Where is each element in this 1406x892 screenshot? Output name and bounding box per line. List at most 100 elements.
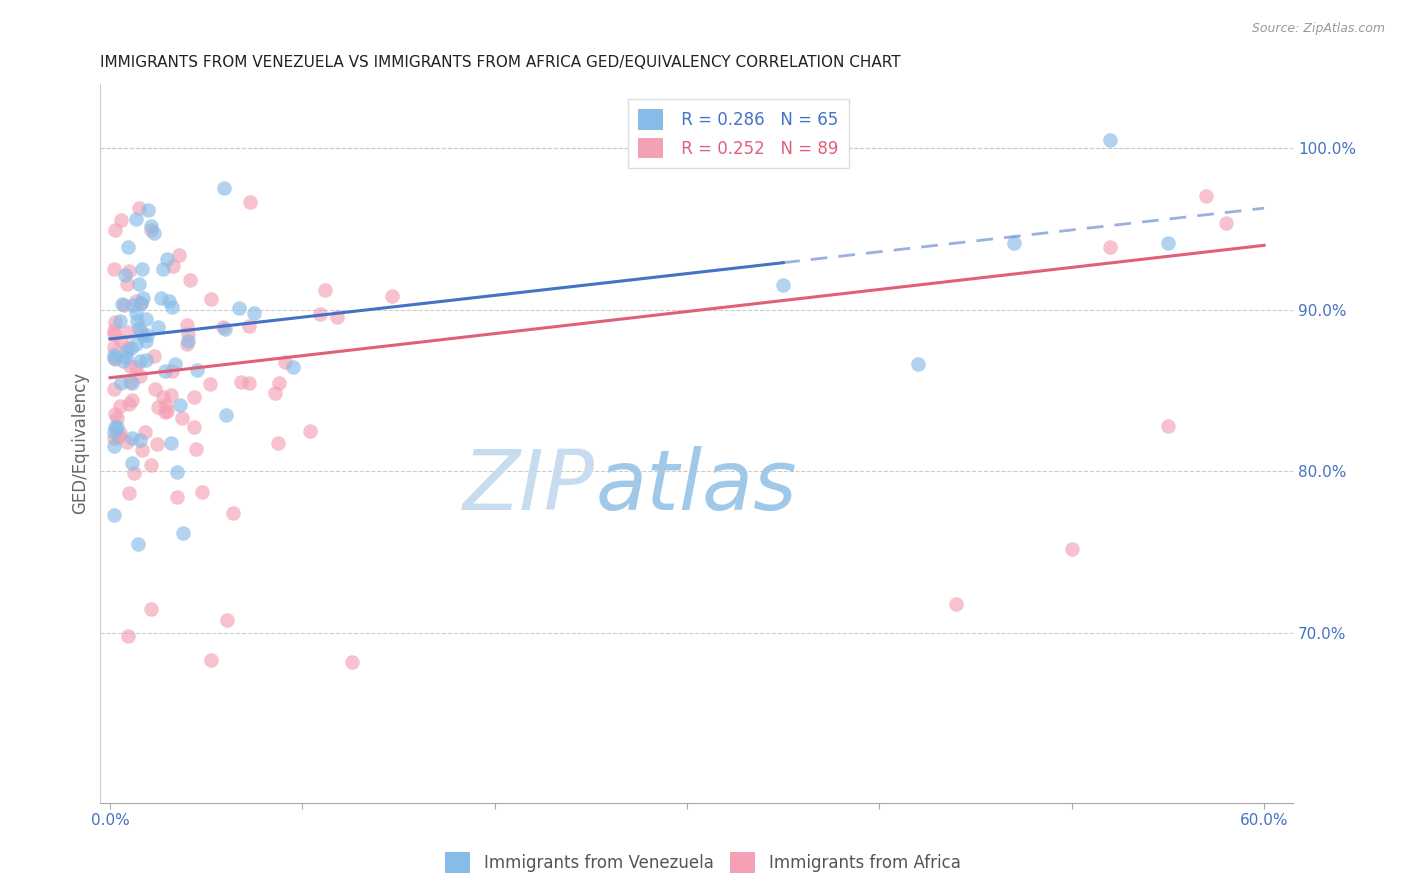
Point: [139, 601, 162, 615]
Point: [104, 419, 127, 434]
Point: [156, 252, 179, 267]
Point: [153, 364, 176, 378]
Point: [162, 364, 184, 378]
Point: [1157, 235, 1180, 250]
Point: [183, 390, 205, 404]
Point: [214, 322, 236, 336]
Y-axis label: GED/Equivalency: GED/Equivalency: [72, 372, 89, 514]
Point: [120, 341, 142, 355]
Point: [274, 355, 297, 369]
Point: [314, 283, 336, 297]
Point: [128, 277, 150, 292]
Point: [340, 655, 363, 669]
Point: [172, 525, 194, 540]
Point: [128, 369, 150, 384]
Point: [135, 334, 157, 348]
Point: [160, 388, 183, 402]
Point: [191, 485, 214, 500]
Point: [131, 296, 153, 310]
Point: [103, 326, 125, 341]
Point: [124, 305, 146, 319]
Point: [112, 297, 135, 311]
Point: [239, 195, 262, 210]
Point: [131, 443, 153, 458]
Point: [200, 293, 222, 307]
Point: [299, 424, 322, 438]
Point: [114, 268, 136, 282]
Point: [103, 382, 125, 396]
Point: [103, 432, 125, 446]
Point: [103, 425, 125, 440]
Point: [125, 211, 148, 226]
Point: [103, 351, 125, 365]
Point: [146, 401, 169, 415]
Point: [122, 298, 145, 312]
Point: [103, 261, 125, 276]
Point: [104, 223, 127, 237]
Point: [114, 351, 136, 365]
Point: [150, 291, 173, 305]
Point: [215, 613, 238, 627]
Point: [136, 327, 159, 342]
Point: [238, 376, 260, 391]
Point: [1195, 189, 1218, 203]
Point: [135, 312, 157, 326]
Point: [160, 300, 183, 314]
Point: [283, 359, 305, 374]
Point: [125, 337, 148, 351]
Point: [1157, 418, 1180, 433]
Point: [103, 439, 125, 453]
Point: [1002, 235, 1025, 250]
Point: [118, 397, 141, 411]
Point: [121, 392, 143, 407]
Text: atlas: atlas: [595, 446, 797, 527]
Point: [177, 334, 200, 348]
Point: [166, 490, 188, 504]
Point: [155, 398, 177, 412]
Legend: Immigrants from Venezuela, Immigrants from Africa: Immigrants from Venezuela, Immigrants fr…: [439, 846, 967, 880]
Point: [145, 382, 167, 396]
Point: [186, 442, 208, 456]
Point: [117, 434, 139, 449]
Point: [135, 352, 157, 367]
Point: [139, 458, 162, 472]
Text: ZIP: ZIP: [464, 446, 595, 527]
Point: [105, 420, 128, 434]
Point: [907, 358, 929, 372]
Point: [104, 315, 127, 329]
Point: [118, 375, 141, 389]
Point: [108, 400, 131, 414]
Point: [326, 310, 349, 324]
Point: [772, 278, 794, 293]
Point: [115, 345, 138, 359]
Point: [117, 341, 139, 355]
Point: [103, 351, 125, 366]
Point: [1215, 216, 1237, 230]
Point: [127, 537, 149, 551]
Point: [128, 434, 150, 448]
Point: [1060, 541, 1083, 556]
Point: [118, 264, 141, 278]
Point: [105, 411, 128, 425]
Point: [381, 289, 404, 303]
Point: [141, 222, 163, 236]
Point: [152, 391, 174, 405]
Point: [118, 359, 141, 373]
Point: [110, 334, 132, 349]
Point: [263, 385, 285, 400]
Point: [176, 337, 198, 351]
Point: [243, 306, 266, 320]
Point: [108, 314, 131, 328]
Point: [121, 456, 143, 470]
Point: [110, 376, 132, 391]
Point: [177, 326, 200, 341]
Point: [121, 431, 143, 445]
Point: [162, 259, 184, 273]
Point: [212, 181, 235, 195]
Point: [176, 318, 198, 333]
Point: [153, 405, 176, 419]
Point: [129, 354, 152, 368]
Point: [117, 325, 139, 339]
Point: [143, 226, 166, 240]
Point: [170, 410, 193, 425]
